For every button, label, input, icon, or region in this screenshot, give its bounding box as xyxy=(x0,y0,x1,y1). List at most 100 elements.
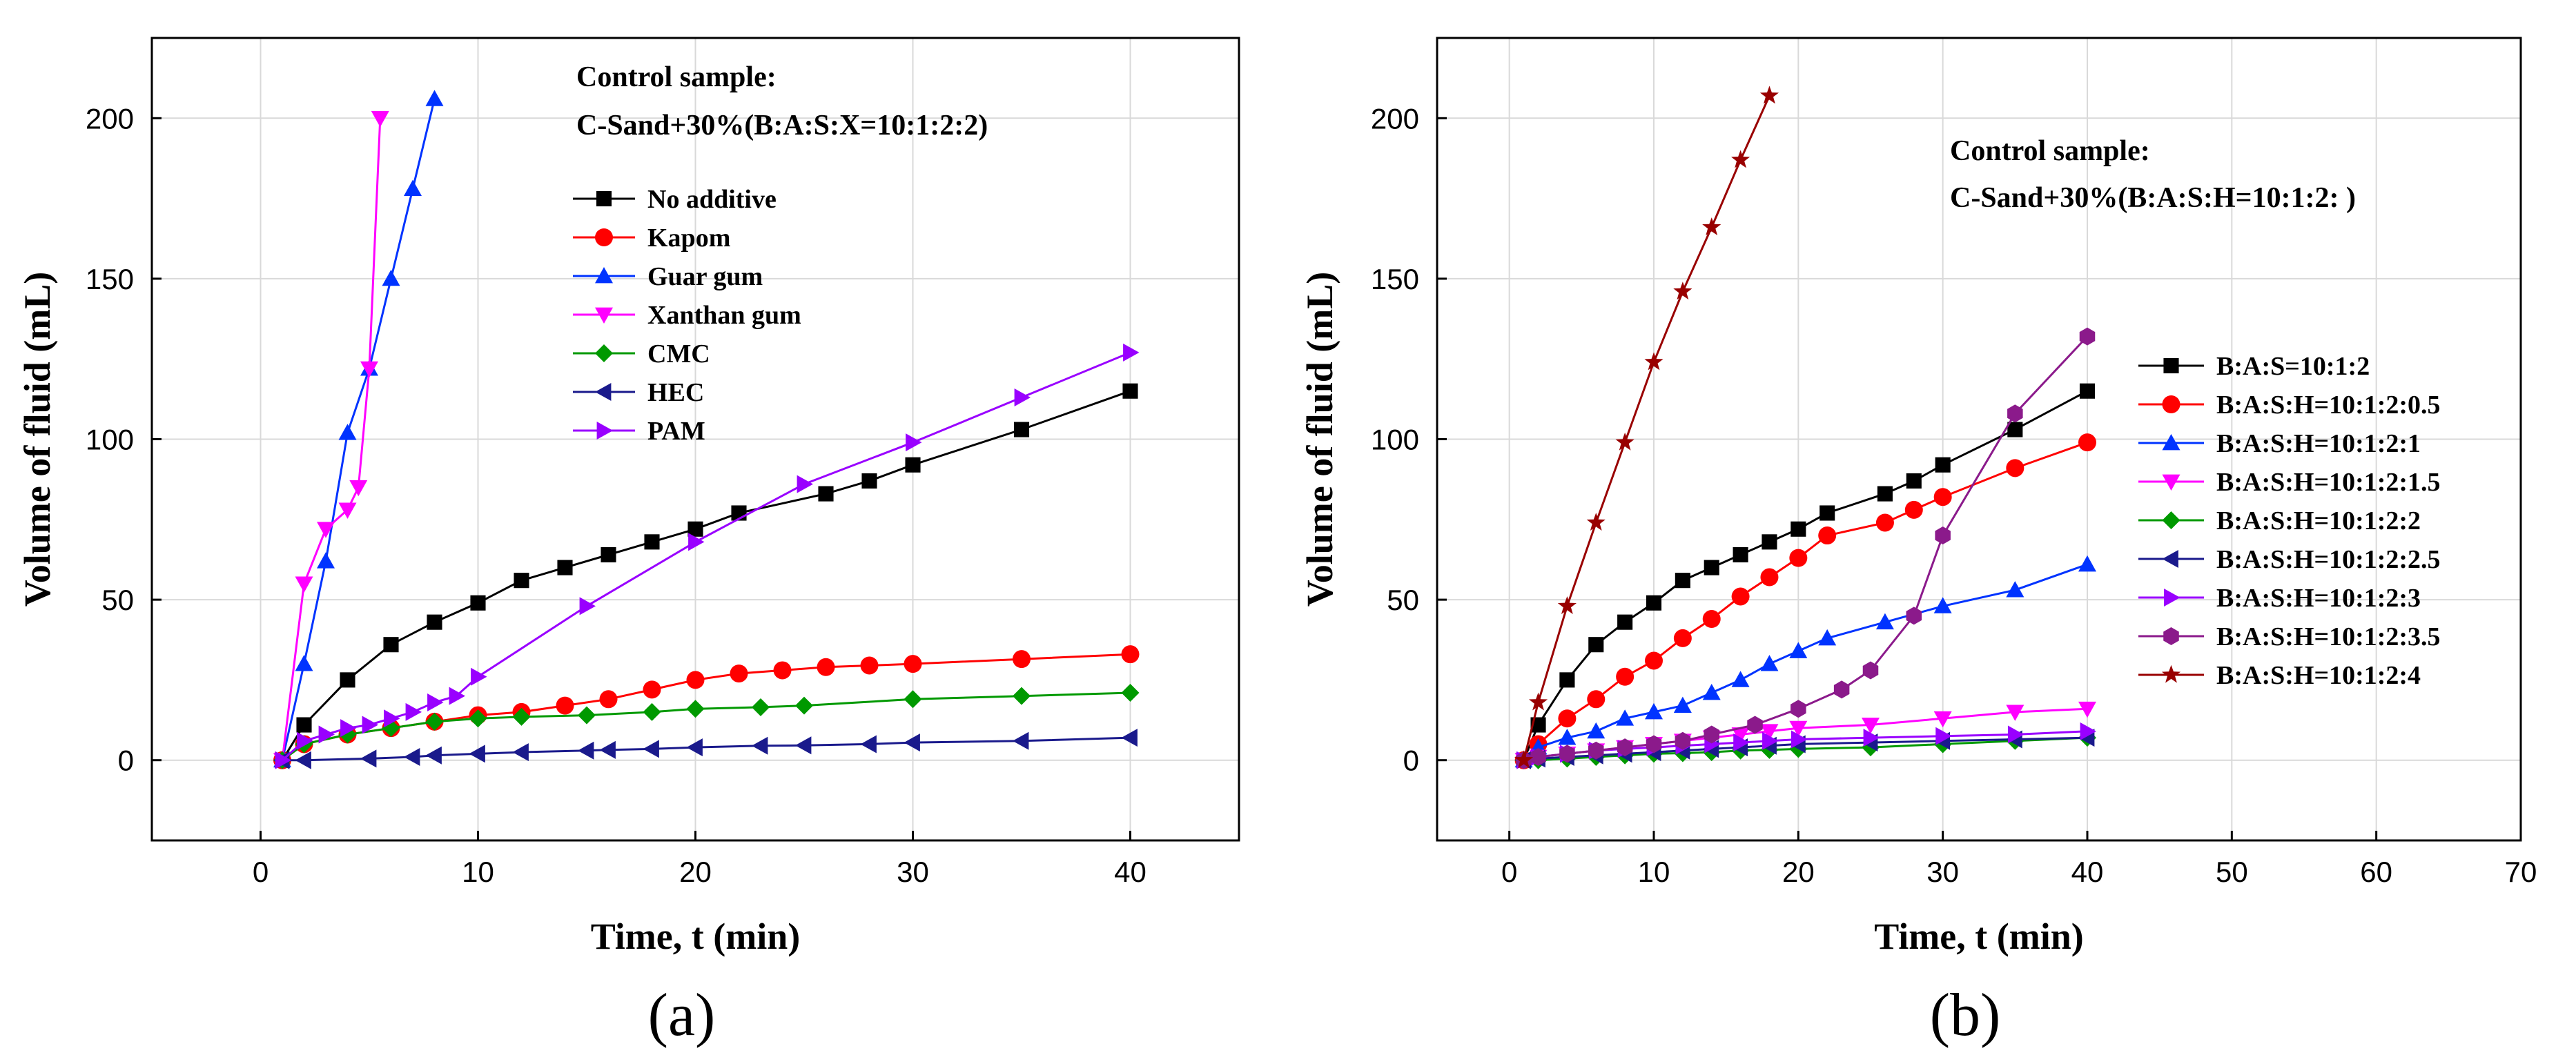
chart-a-legend-marker xyxy=(596,190,612,207)
chart-a-data-point xyxy=(1121,684,1140,702)
chart-a-data-point xyxy=(688,533,705,551)
chart-a-legend-marker xyxy=(595,383,612,401)
chart-b-data-point xyxy=(1789,549,1808,567)
chart-a-series xyxy=(273,645,1140,769)
chart-a-annotation-line: Control sample: xyxy=(576,61,777,93)
chart-a-data-point xyxy=(384,709,400,728)
chart-b-data-point xyxy=(1587,690,1606,709)
chart-a-data-point xyxy=(861,473,877,489)
chart-a-data-point xyxy=(773,661,792,680)
chart-b-data-point xyxy=(2078,701,2096,718)
chart-b-x-tick-label: 60 xyxy=(2360,856,2392,888)
chart-a-data-point xyxy=(425,746,442,765)
chart-a-data-point xyxy=(318,725,335,744)
chart-a-legend-marker xyxy=(596,422,613,440)
chart-a-data-point xyxy=(340,672,355,688)
chart-b-data-point xyxy=(1617,614,1633,630)
chart-a-data-point xyxy=(1122,383,1138,399)
chart-b-data-point xyxy=(1616,709,1635,726)
chart-a-x-axis-title: Time, t (min) xyxy=(591,916,800,957)
chart-a-data-point xyxy=(1013,422,1030,437)
chart-a-legend-marker xyxy=(595,307,613,324)
chart-a-data-point xyxy=(644,534,660,550)
chart-a-data-point xyxy=(818,486,834,502)
chart-a-legend-label: Kapom xyxy=(647,224,730,253)
chart-a-legend-label: HEC xyxy=(647,378,704,407)
chart-b-data-point xyxy=(1559,745,1575,763)
chart-a-data-point xyxy=(905,457,921,473)
chart-a-y-tick-label: 100 xyxy=(86,424,134,456)
chart-b-x-tick-label: 30 xyxy=(1926,856,1959,888)
chart-b-data-point xyxy=(1673,696,1692,713)
chart-panel-b: 0 10 20 30 40 50 60 70 0 50 100 150 200 Time, t (min)… xyxy=(1299,37,2537,1049)
chart-b-legend-marker xyxy=(2163,627,2179,645)
chart-a-data-point xyxy=(1013,687,1031,705)
chart-b-data-point xyxy=(1875,613,1894,630)
chart-b-data-point xyxy=(1704,560,1719,575)
chart-b-data-point xyxy=(2006,581,2024,598)
chart-b-data-point xyxy=(1935,526,1951,545)
chart-a-series-line xyxy=(282,351,1131,761)
chart-b-data-point xyxy=(1586,513,1606,531)
chart-b-data-point xyxy=(1733,733,1750,752)
chart-b-data-point xyxy=(2079,383,2096,399)
chart-a-data-point xyxy=(557,560,573,575)
chart-a-legend-label: Guar gum xyxy=(647,262,763,291)
chart-a-legend-marker xyxy=(595,344,613,362)
chart-a-data-point xyxy=(686,738,703,757)
chart-a-series xyxy=(273,729,1138,769)
chart-b-data-point xyxy=(2078,433,2096,452)
chart-a-series-line xyxy=(281,390,1131,761)
chart-a-y-tick-label: 0 xyxy=(118,745,134,777)
chart-a-data-point xyxy=(904,690,922,709)
chart-a-legend-marker xyxy=(595,228,613,246)
chart-b-y-axis-title: Volume of fluid (mL) xyxy=(1299,272,1340,607)
chart-b-data-point xyxy=(1789,642,1808,658)
chart-b-series xyxy=(1514,86,1779,769)
chart-b-data-point xyxy=(1760,568,1779,587)
chart-b-legend-marker xyxy=(2163,357,2179,374)
chart-b-data-point xyxy=(1933,597,1952,613)
chart-a-data-point xyxy=(1014,388,1031,407)
chart-b-data-point xyxy=(1877,486,1893,502)
chart-b-legend-label: B:A:S:H=10:1:2:1.5 xyxy=(2216,468,2441,497)
chart-b-data-point xyxy=(2080,722,2096,740)
chart-a-data-point xyxy=(643,702,661,721)
chart-a-data-point xyxy=(405,702,422,721)
chart-a-data-point xyxy=(295,655,313,671)
chart-b-data-point xyxy=(1790,730,1808,749)
chart-a-data-point xyxy=(904,733,920,752)
chart-b-data-point xyxy=(1818,526,1837,545)
chart-a-x-tick-label: 30 xyxy=(897,856,929,888)
chart-b-x-tick-label: 0 xyxy=(1501,856,1517,888)
chart-b-legend-label: B:A:S:H=10:1:2:2 xyxy=(2216,506,2421,535)
chart-b-data-point xyxy=(1673,282,1692,300)
chart-b-data-point xyxy=(1514,750,1534,769)
chart-b-data-point xyxy=(1862,661,1879,680)
chart-a-x-tick-label: 10 xyxy=(462,856,494,888)
chart-b-legend-marker xyxy=(2162,550,2178,568)
chart-b-annotation-line: C-Sand+30%(B:A:S:H=10:1:2: ) xyxy=(1950,182,2356,214)
chart-b-data-point xyxy=(1760,724,1779,740)
chart-b-data-point xyxy=(1731,671,1750,687)
chart-b-data-point xyxy=(1702,217,1721,236)
chart-b-data-point xyxy=(1558,709,1577,728)
chart-b-data-point xyxy=(2007,725,2024,744)
chart-b-data-point xyxy=(1702,684,1721,700)
chart-a-data-point xyxy=(686,671,705,689)
chart-b-data-point xyxy=(1644,352,1663,371)
chart-a-data-point xyxy=(579,597,596,615)
chart-b-data-point xyxy=(1588,637,1604,653)
chart-a-legend-label: CMC xyxy=(647,339,710,368)
chart-a-data-point xyxy=(275,751,291,769)
chart-b-data-point xyxy=(1645,702,1663,720)
chart-b-data-point xyxy=(1559,672,1575,688)
chart-a-data-point xyxy=(1121,645,1140,664)
chart-b-data-point xyxy=(1818,629,1837,646)
chart-a-series xyxy=(274,383,1138,768)
chart-b-data-point xyxy=(1789,720,1808,738)
chart-a-data-point xyxy=(752,698,770,716)
chart-a-data-point xyxy=(601,546,616,563)
chart-a-data-point xyxy=(317,522,335,538)
